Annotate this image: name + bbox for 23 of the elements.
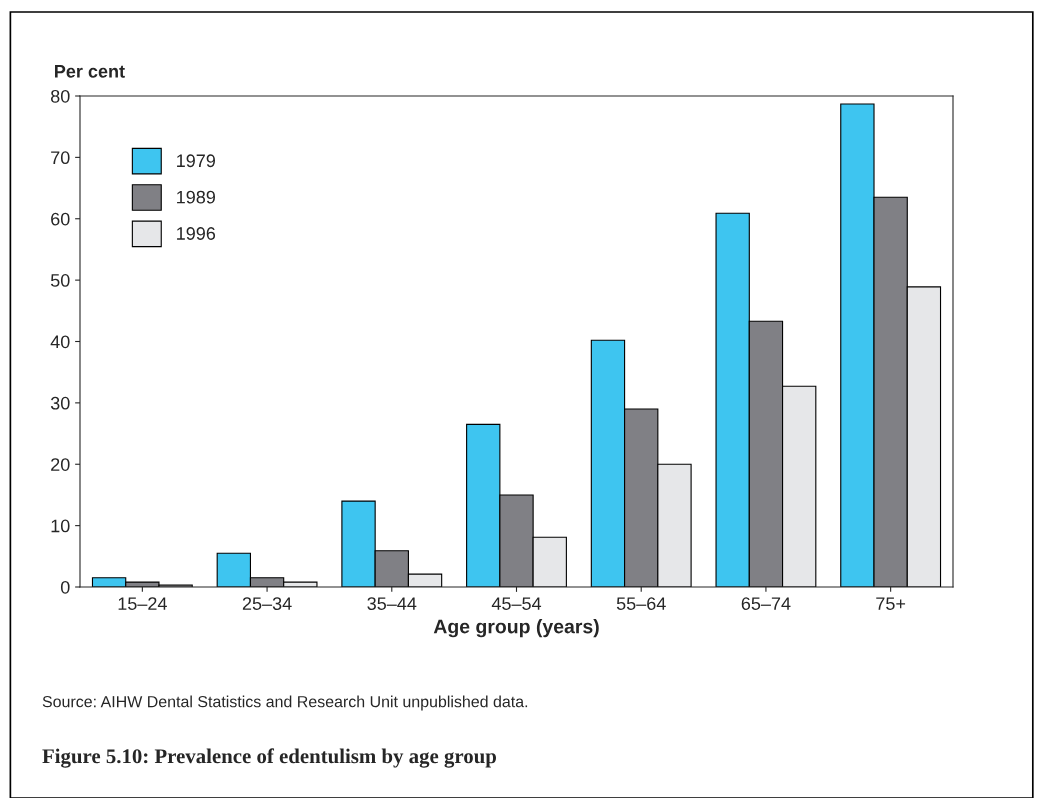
x-tick-label: 25–34: [242, 597, 292, 610]
y-tick-label: 10: [51, 519, 70, 533]
x-tick-label: 55–64: [616, 597, 666, 610]
y-tick-label: 60: [51, 212, 70, 226]
y-tick-label: 20: [51, 458, 70, 471]
x-tick-label: 75+: [876, 597, 906, 610]
source-note: Source: AIHW Dental Statistics and Research Unit unpublished data.: [42, 695, 528, 711]
legend-label: 1979: [177, 154, 216, 168]
y-tick-label: 80: [50, 89, 70, 103]
legend-label: 1996: [177, 227, 216, 240]
x-tick-label: 45–54: [491, 597, 542, 610]
x-tick-label: 15–24: [118, 597, 167, 610]
x-axis-title: Age group (years): [433, 619, 599, 638]
legend-label: 1989: [177, 190, 216, 204]
y-tick-label: 40: [50, 335, 70, 349]
y-tick-label: 50: [50, 274, 70, 287]
x-tick-label: 35–44: [367, 597, 417, 610]
y-tick-label: 70: [51, 151, 70, 165]
y-axis-title: Per cent: [55, 65, 125, 78]
text: Figure 5.10: Prevalence of edentulism by age group: [42, 748, 497, 768]
x-tick-label: 65–74: [741, 597, 791, 610]
y-tick-label: 0: [60, 580, 70, 594]
y-tick-label: 30: [50, 396, 70, 410]
